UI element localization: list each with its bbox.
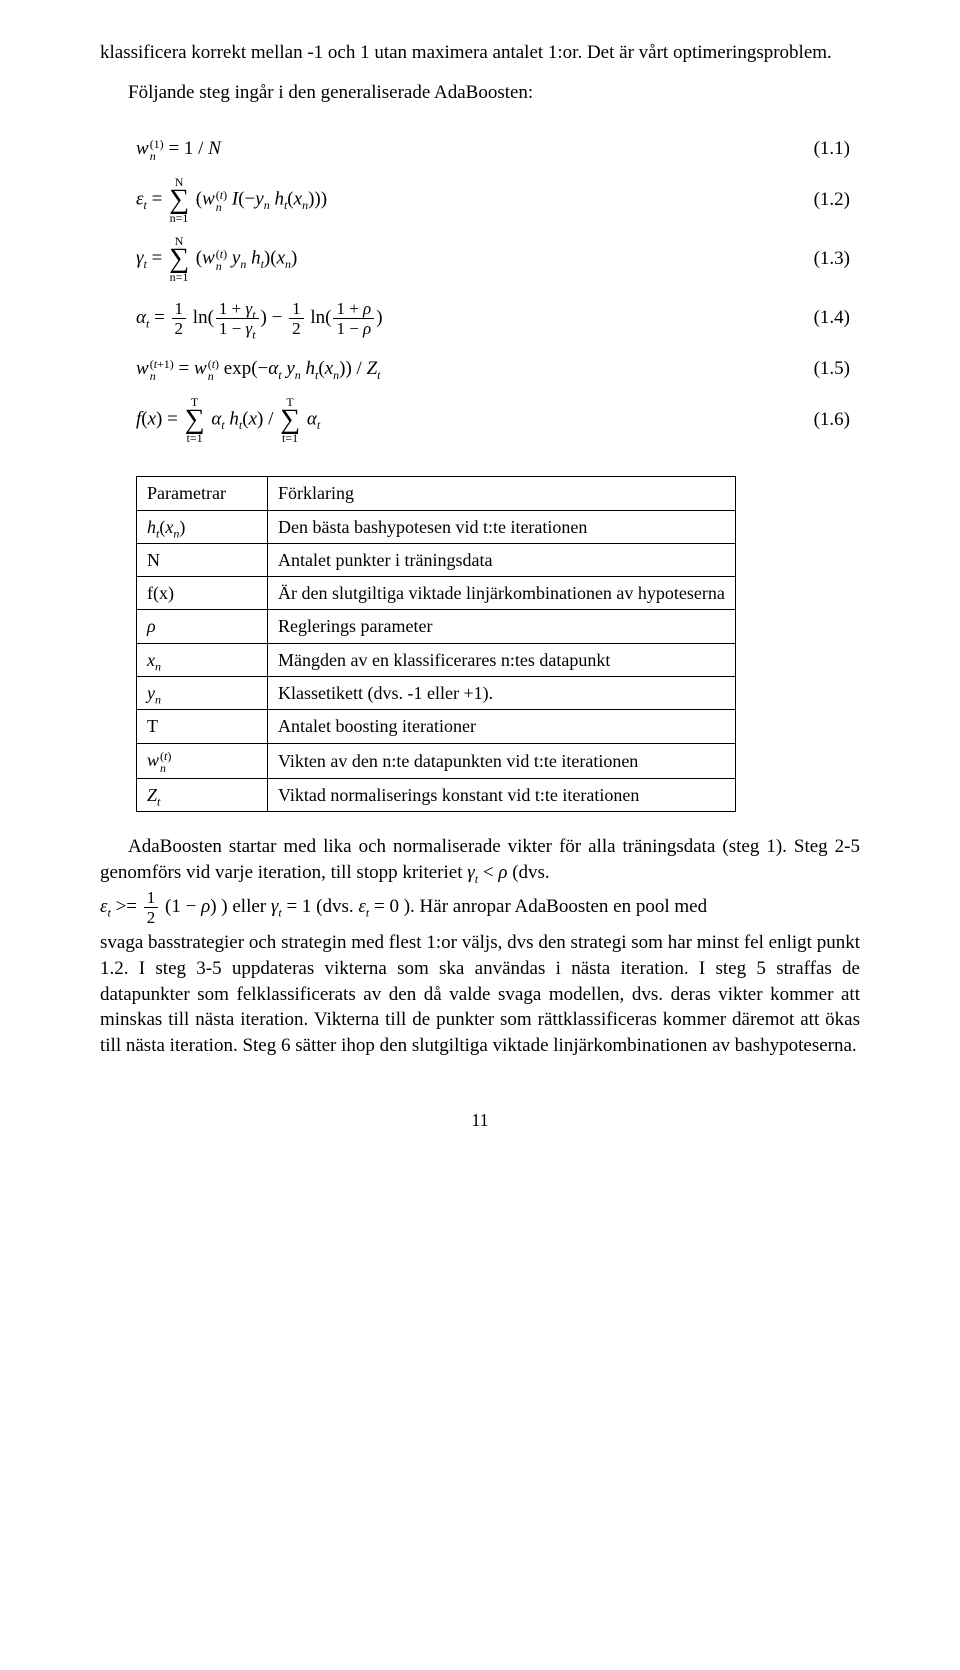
cell-symbol: w(t)n [137,743,268,778]
table-row: yn Klassetikett (dvs. -1 eller +1). [137,677,736,710]
cell-desc: Mängden av en klassificerares n:tes data… [268,643,736,676]
cell-desc: Den bästa bashypotesen vid t:te iteratio… [268,510,736,543]
table-row: xn Mängden av en klassificerares n:tes d… [137,643,736,676]
body-para-1: AdaBoosten startar med lika och normalis… [100,834,860,885]
table-row: Zt Viktad normaliserings konstant vid t:… [137,778,736,811]
eq-num-4: (1.4) [790,305,860,331]
text: ). Här anropar AdaBoosten en pool med [404,896,707,917]
table-row: w(t)n Vikten av den n:te datapunkten vid… [137,743,736,778]
equation-6: f(x) = T ∑ t=1 αt ht(x) / T ∑ t=1 αt (1.… [136,392,860,448]
cell-symbol: f(x) [137,577,268,610]
eq-num-6: (1.6) [790,407,860,433]
sigma-icon: N ∑ n=1 [169,176,189,224]
eq-num-5: (1.5) [790,356,860,382]
text: AdaBoosten startar med lika och normalis… [100,836,860,883]
equation-1: w(1)n = 1 / N (1.1) [136,129,860,169]
cell-symbol: T [137,710,268,743]
intro-para-1: klassificera korrekt mellan -1 och 1 uta… [100,40,860,66]
cell-symbol: ht(xn) [137,510,268,543]
sigma-icon: T ∑ t=1 [280,396,300,444]
cell-symbol: N [137,543,268,576]
equation-5: w(t+1)n = w(t)n exp(−αt yn ht(xn)) / Zt … [136,349,860,389]
text: ) eller [221,896,271,917]
cell-symbol: ρ [137,610,268,643]
cell-desc: Antalet punkter i träningsdata [268,543,736,576]
table-row: N Antalet punkter i träningsdata [137,543,736,576]
equation-4: αt = 12 ln(1 + γt1 − γt) − 12 ln(1 + ρ1 … [136,290,860,346]
table-row: T Antalet boosting iterationer [137,710,736,743]
cell-desc: Är den slutgiltiga viktade linjärkombina… [268,577,736,610]
eq-num-3: (1.3) [790,246,860,272]
cell-desc: Antalet boosting iterationer [268,710,736,743]
page: klassificera korrekt mellan -1 och 1 uta… [0,0,960,1193]
cell-desc: Reglerings parameter [268,610,736,643]
cell-desc: Vikten av den n:te datapunkten vid t:te … [268,743,736,778]
table-row: f(x) Är den slutgiltiga viktade linjärko… [137,577,736,610]
cell-desc: Viktad normaliserings konstant vid t:te … [268,778,736,811]
body-para-2: εt >= 12 (1 − ρ) ) eller γt = 1 (dvs. εt… [100,889,860,926]
equation-block: w(1)n = 1 / N (1.1) εt = N ∑ n=1 (w(t)n … [136,129,860,448]
text: (dvs. [512,862,549,883]
cell-symbol: Zt [137,778,268,811]
equation-3: γt = N ∑ n=1 (w(t)n yn ht)(xn) (1.3) [136,231,860,287]
cell-desc: Klassetikett (dvs. -1 eller +1). [268,677,736,710]
table-row: ht(xn) Den bästa bashypotesen vid t:te i… [137,510,736,543]
eq-num-1: (1.1) [790,136,860,162]
equation-2: εt = N ∑ n=1 (w(t)n I(−yn ht(xn))) (1.2) [136,172,860,228]
table-row: ρ Reglerings parameter [137,610,736,643]
sigma-icon: T ∑ t=1 [185,396,205,444]
eq-num-2: (1.2) [790,187,860,213]
body-para-3: svaga basstrategier och strategin med fl… [100,930,860,1058]
cell-symbol: xn [137,643,268,676]
intro-para-2: Följande steg ingår i den generaliserade… [100,80,860,106]
table-header-desc: Förklaring [268,477,736,510]
table-header-param: Parametrar [137,477,268,510]
table-row: Parametrar Förklaring [137,477,736,510]
text: (dvs. [316,896,358,917]
page-number: 11 [100,1108,860,1132]
parameters-table: Parametrar Förklaring ht(xn) Den bästa b… [136,476,736,812]
cell-symbol: yn [137,677,268,710]
sigma-icon: N ∑ n=1 [169,235,189,283]
